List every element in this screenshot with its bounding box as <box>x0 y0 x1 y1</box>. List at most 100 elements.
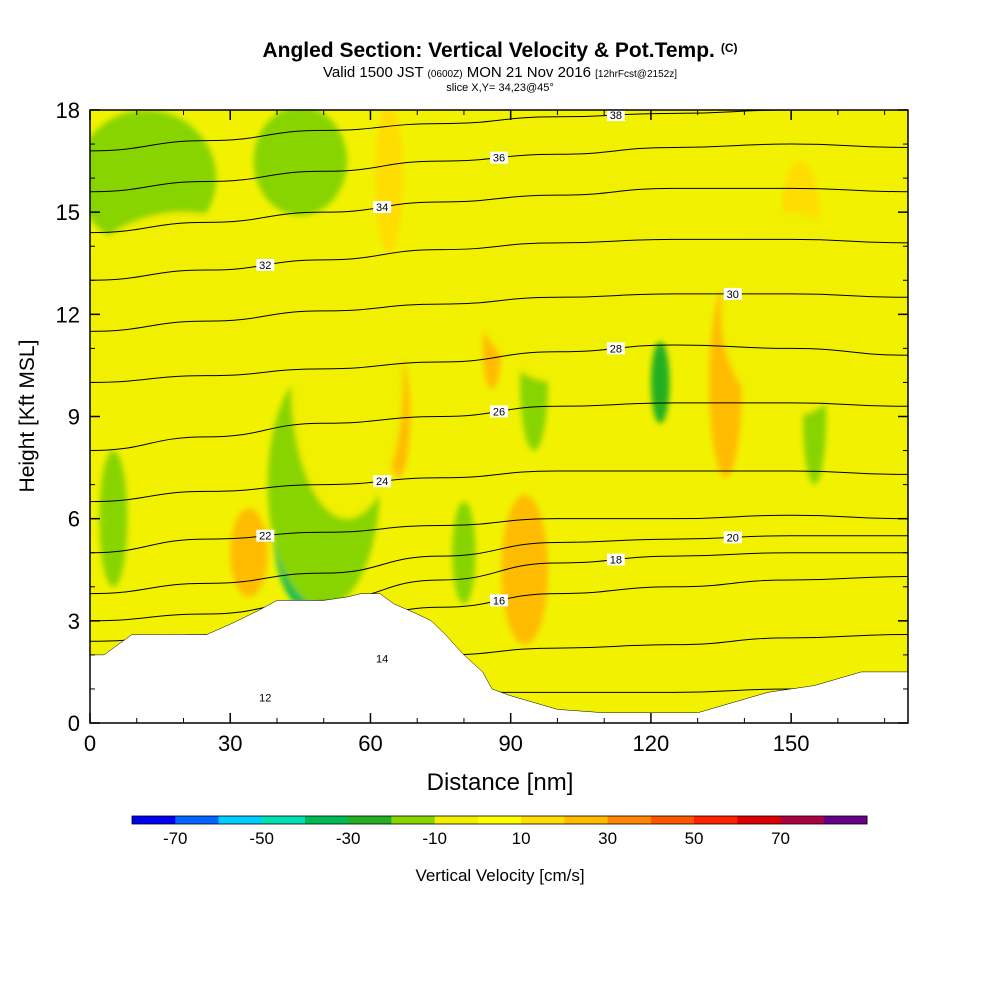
svg-text:16: 16 <box>493 595 505 607</box>
y-tick-label-12: 12 <box>56 302 80 327</box>
velocity-cell-7 <box>501 494 549 645</box>
svg-text:36: 36 <box>493 153 505 165</box>
colorbar-swatch-10 <box>564 816 609 824</box>
colorbar-swatch-2 <box>218 816 263 824</box>
x-tick-label-120: 120 <box>633 731 670 756</box>
isentrope-18 <box>90 552 908 622</box>
colorbar-swatch-12 <box>650 816 695 824</box>
colorbar-tick-30: 30 <box>598 829 617 848</box>
copyright-mark: (C) <box>720 41 738 55</box>
colorbar-label: Vertical Velocity [cm/s] <box>415 866 584 885</box>
isentrope-label-38: 38 <box>606 110 625 122</box>
x-axis-label: Distance [nm] <box>427 769 574 796</box>
colorbar-tick--10: -10 <box>422 829 447 848</box>
x-tick-label-30: 30 <box>218 731 242 756</box>
terrain <box>90 593 908 723</box>
y-tick-label-9: 9 <box>68 405 80 430</box>
colorbar-tick--70: -70 <box>163 829 188 848</box>
isentrope-label-34: 34 <box>373 201 392 214</box>
y-tick-label-18: 18 <box>56 98 80 123</box>
velocity-field <box>90 110 862 645</box>
y-tick-label-0: 0 <box>68 711 80 736</box>
isentrope-26 <box>90 402 908 452</box>
velocity-cell-21 <box>721 212 862 417</box>
isentrope-24 <box>90 470 908 503</box>
isentrope-label-28: 28 <box>606 342 625 355</box>
colorbar-tick-10: 10 <box>512 829 531 848</box>
velocity-cell-15 <box>650 341 670 424</box>
colorbar-swatch-4 <box>304 816 349 824</box>
isentrope-34 <box>90 187 908 234</box>
isentrope-label-16: 16 <box>490 594 508 607</box>
forecast-tag: [12hrFcst@2152z] <box>595 69 677 80</box>
isentrope-labels: 12 14 16 18 20 22 24 26 28 30 32 34 36 38 <box>256 110 742 704</box>
colorbar: -70 -50 -30 -10 10 30 50 70 <box>131 815 868 848</box>
colorbar-swatch-9 <box>521 816 565 824</box>
colorbar-swatch-5 <box>348 816 392 824</box>
valid-time: Valid 1500 JST <box>323 64 424 81</box>
valid-utc: (0600Z) <box>427 69 463 80</box>
colorbar-swatch-3 <box>261 816 306 824</box>
velocity-cell-13 <box>253 110 348 216</box>
colorbar-swatch-7 <box>434 816 479 824</box>
isentrope-label-30: 30 <box>723 287 742 301</box>
velocity-cell-12 <box>90 110 217 247</box>
isentrope-32 <box>90 238 908 281</box>
svg-text:28: 28 <box>610 343 622 355</box>
svg-text:26: 26 <box>493 406 505 418</box>
isentrope-30 <box>90 293 908 332</box>
velocity-cell-20 <box>463 110 651 383</box>
colorbar-swatch-1 <box>175 816 219 824</box>
svg-text:12: 12 <box>259 692 271 704</box>
x-tick-label-60: 60 <box>358 731 382 756</box>
colorbar-tick--50: -50 <box>249 829 274 848</box>
isentrope-label-22: 22 <box>256 529 275 543</box>
svg-text:34: 34 <box>376 202 388 214</box>
svg-text:38: 38 <box>610 110 622 122</box>
isentrope-label-26: 26 <box>490 405 508 418</box>
colorbar-tick--30: -30 <box>336 829 361 848</box>
chart-header: Angled Section: Vertical Velocity & Pot.… <box>0 36 1000 94</box>
isentrope-22 <box>90 514 908 554</box>
velocity-cell-16 <box>452 501 476 604</box>
isentrope-label-12: 12 <box>256 691 275 704</box>
colorbar-swatch-13 <box>694 816 738 824</box>
svg-text:14: 14 <box>376 653 388 665</box>
isentrope-label-32: 32 <box>256 258 275 272</box>
colorbar-swatch-16 <box>823 816 868 824</box>
x-tick-label-90: 90 <box>498 731 522 756</box>
colorbar-tick-50: 50 <box>685 829 704 848</box>
isentrope-label-18: 18 <box>606 553 625 567</box>
colorbar-swatch-14 <box>737 816 782 824</box>
y-tick-label-15: 15 <box>56 200 80 225</box>
colorbar-swatch-8 <box>477 816 522 824</box>
chart-title-line: Angled Section: Vertical Velocity & Pot.… <box>0 36 1000 63</box>
colorbar-swatch-11 <box>607 816 652 824</box>
svg-text:20: 20 <box>727 532 739 544</box>
isentrope-label-36: 36 <box>490 151 508 165</box>
isentrope-28 <box>90 344 908 383</box>
y-tick-label-3: 3 <box>68 609 80 634</box>
colorbar-swatch-6 <box>391 816 436 824</box>
isentrope-label-20: 20 <box>723 531 742 544</box>
svg-text:18: 18 <box>610 555 622 567</box>
y-tick-label-6: 6 <box>68 507 80 532</box>
plot-area: 12 14 16 18 20 22 24 26 28 30 32 34 36 38 <box>90 110 908 723</box>
valid-date: MON 21 Nov 2016 <box>466 64 591 81</box>
svg-text:24: 24 <box>376 476 388 488</box>
colorbar-tick-70: 70 <box>771 829 790 848</box>
x-tick-label-150: 150 <box>773 731 810 756</box>
svg-text:22: 22 <box>259 531 271 543</box>
velocity-cell-6 <box>375 110 404 254</box>
valid-time-line: Valid 1500 JST (0600Z) MON 21 Nov 2016 [… <box>0 65 1000 83</box>
colorbar-swatch-15 <box>780 816 825 824</box>
svg-text:30: 30 <box>727 289 739 301</box>
colorbar-swatch-0 <box>132 816 176 824</box>
slice-info: slice X,Y= 34,23@45° <box>446 82 554 94</box>
velocity-cell-18 <box>99 450 128 587</box>
x-tick-label-0: 0 <box>84 731 96 756</box>
svg-text:32: 32 <box>259 260 271 272</box>
chart-title: Angled Section: Vertical Velocity & Pot.… <box>262 39 715 62</box>
